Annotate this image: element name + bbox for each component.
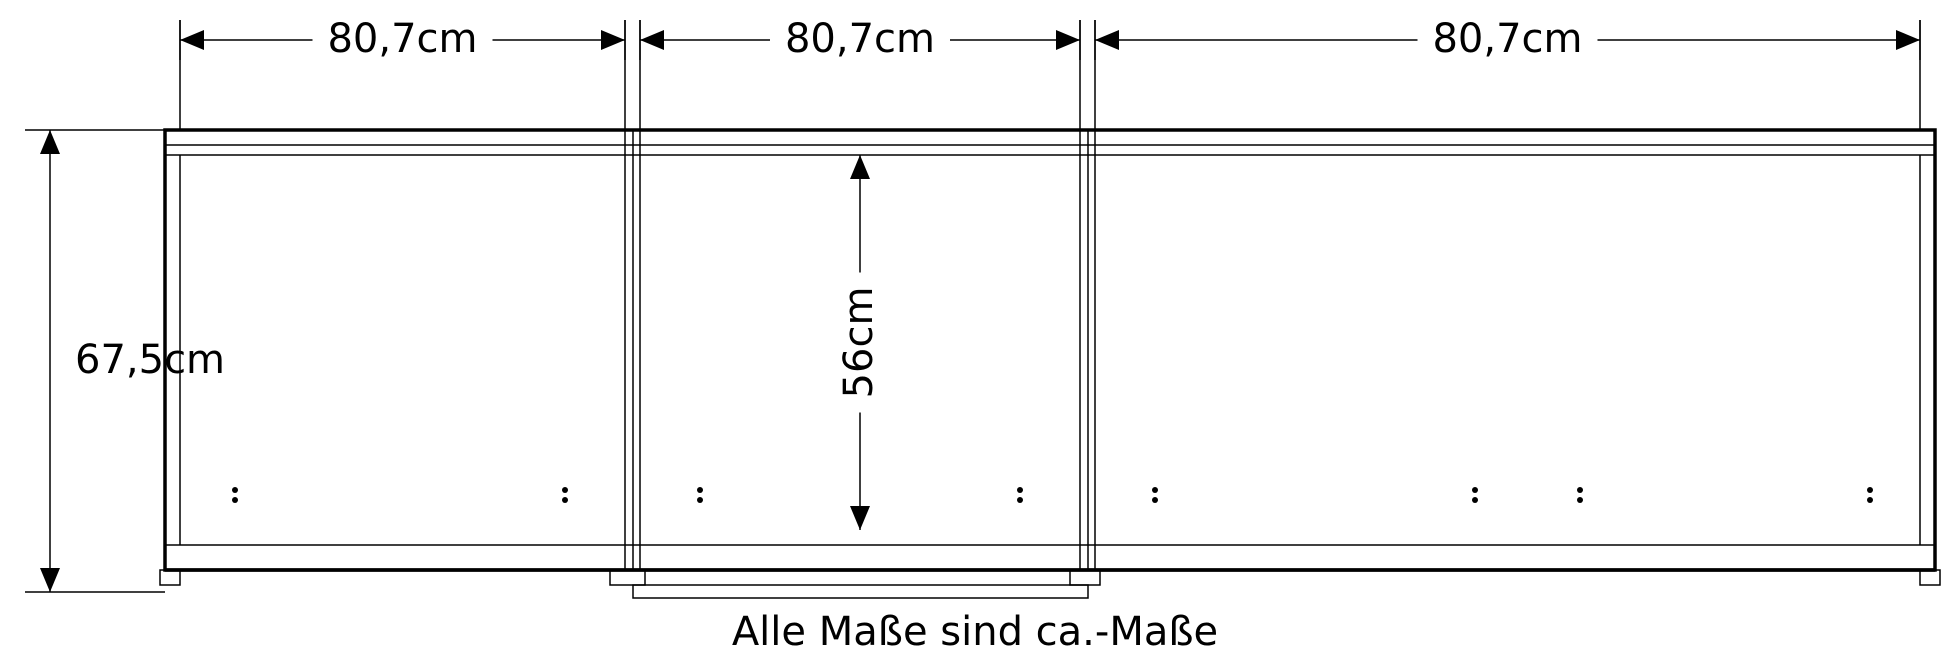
svg-text:80,7cm: 80,7cm <box>1432 16 1582 62</box>
svg-text:80,7cm: 80,7cm <box>785 16 935 62</box>
dimension-drawing: 80,7cm 80,7cm 80,7cm 67,5cm 56cm Alle Maße si… <box>0 0 1952 661</box>
svg-text:Alle Maße sind ca.-Maße: Alle Maße sind ca.-Maße <box>732 609 1218 655</box>
svg-text:67,5cm: 67,5cm <box>75 337 225 383</box>
svg-text:80,7cm: 80,7cm <box>327 16 477 62</box>
svg-text:56cm: 56cm <box>836 287 882 399</box>
